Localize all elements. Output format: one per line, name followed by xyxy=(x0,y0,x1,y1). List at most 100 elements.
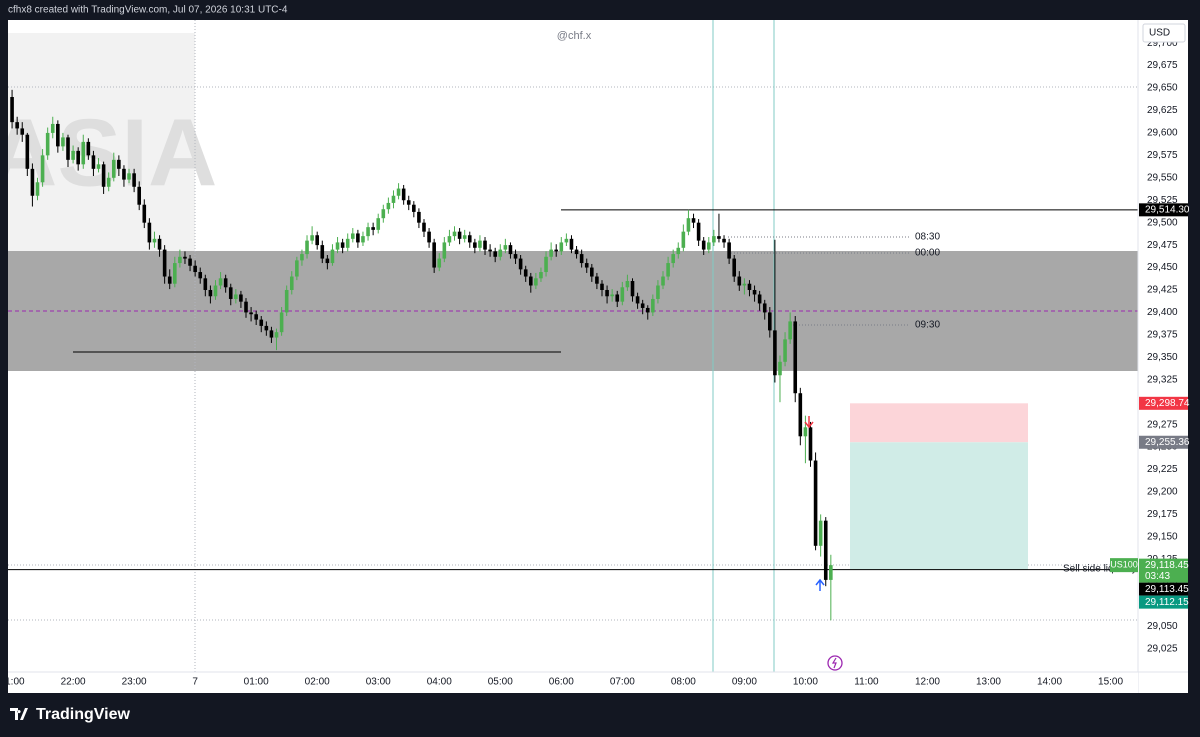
candle-body xyxy=(254,314,258,320)
x-tick-label: 02:00 xyxy=(305,677,330,688)
candle-body xyxy=(539,272,543,279)
candle-body xyxy=(574,249,579,255)
candle-body xyxy=(234,294,238,299)
candle-body xyxy=(579,254,584,264)
candle-body xyxy=(25,134,30,169)
candle-body xyxy=(310,235,314,241)
candle-body xyxy=(584,263,589,268)
candle-body xyxy=(706,242,711,250)
candle-body xyxy=(437,258,442,268)
candle-body xyxy=(544,256,548,273)
candle-body xyxy=(340,242,345,248)
annotation: Sell side liquidity xyxy=(1063,563,1137,574)
watermark: @chf.x xyxy=(557,30,592,42)
candle-body xyxy=(778,361,782,376)
x-tick-label: 14:00 xyxy=(1037,677,1062,688)
x-tick-label: 03:00 xyxy=(366,677,391,688)
candle-body xyxy=(228,287,233,299)
candle-body xyxy=(417,211,421,223)
time-axis xyxy=(8,672,1138,693)
candle-body xyxy=(386,202,391,210)
candle-body xyxy=(422,222,426,232)
candle-body xyxy=(183,256,187,259)
candle-body xyxy=(361,236,365,243)
candle-body xyxy=(366,227,370,237)
candle-body xyxy=(96,164,101,169)
candle-body xyxy=(350,233,355,239)
price-label: 29,255.36 xyxy=(1145,437,1190,448)
y-tick-label: 29,400 xyxy=(1147,307,1178,318)
candle-body xyxy=(427,231,431,243)
candle-body xyxy=(712,236,716,243)
candle-body xyxy=(620,287,625,302)
x-tick-label: 07:00 xyxy=(610,677,635,688)
buy-arrow xyxy=(815,578,825,591)
annotation: 09:30 xyxy=(915,320,940,331)
price-label-box xyxy=(1139,595,1188,609)
event-icon xyxy=(827,655,843,671)
candle-body xyxy=(320,245,325,259)
candle-body xyxy=(473,242,477,248)
candle-body xyxy=(127,173,131,180)
candle-body xyxy=(396,188,401,196)
candle-body xyxy=(503,245,508,250)
candles xyxy=(10,89,833,621)
y-tick-label: 29,150 xyxy=(1147,531,1178,542)
candle-body xyxy=(71,150,75,160)
y-tick-label: 29,450 xyxy=(1147,262,1178,273)
candle-body xyxy=(447,236,452,243)
y-tick-label: 29,600 xyxy=(1147,128,1178,139)
candle-body xyxy=(513,254,518,259)
candle-body xyxy=(666,263,670,277)
logo xyxy=(10,708,28,720)
candle-body xyxy=(157,238,162,250)
candle-body xyxy=(508,245,513,255)
candle-body xyxy=(269,330,274,338)
candle-body xyxy=(203,278,208,290)
candle-body xyxy=(528,276,533,286)
y-tick-label: 29,475 xyxy=(1147,240,1178,251)
candle-body xyxy=(651,298,655,313)
candle-body xyxy=(727,242,731,259)
candle-body xyxy=(823,520,828,580)
y-tick-label: 29,350 xyxy=(1147,352,1178,363)
candle-body xyxy=(244,301,248,313)
candle-body xyxy=(239,294,243,302)
candle-body xyxy=(259,319,264,326)
candle-body xyxy=(773,330,777,376)
candle-body xyxy=(30,168,35,196)
x-tick-label: 10:00 xyxy=(793,677,818,688)
price-label-box xyxy=(1139,203,1188,217)
candle-body xyxy=(10,97,14,123)
candle-body xyxy=(371,227,375,230)
candle-body xyxy=(173,263,177,284)
event-icon-bolt xyxy=(831,657,837,669)
candle-body xyxy=(478,240,482,248)
candle-body xyxy=(681,231,686,248)
candle-body xyxy=(737,276,742,286)
candle-body xyxy=(86,141,91,156)
price-label: 29,112.15 xyxy=(1145,597,1189,608)
x-tick-label: 05:00 xyxy=(488,677,513,688)
candle-body xyxy=(813,460,818,546)
candle-body xyxy=(106,177,111,187)
candle-body xyxy=(625,281,630,288)
candle-body xyxy=(803,427,808,437)
candle-body xyxy=(208,289,213,297)
annotation: 08:30 xyxy=(915,232,940,243)
candle-body xyxy=(50,123,55,133)
candle-body xyxy=(218,278,223,286)
candle-body xyxy=(747,283,752,290)
candle-body xyxy=(696,222,701,241)
candle-body xyxy=(701,240,706,250)
price-label: 29,514.30 xyxy=(1145,204,1190,215)
icons xyxy=(804,416,843,671)
candle-body xyxy=(564,238,569,243)
candle-body xyxy=(640,303,645,308)
y-tick-label: 29,225 xyxy=(1147,464,1178,475)
y-tick-label: 29,675 xyxy=(1147,60,1178,71)
candle-body xyxy=(401,188,406,201)
candle-body xyxy=(162,249,167,277)
candle-body xyxy=(122,168,126,180)
